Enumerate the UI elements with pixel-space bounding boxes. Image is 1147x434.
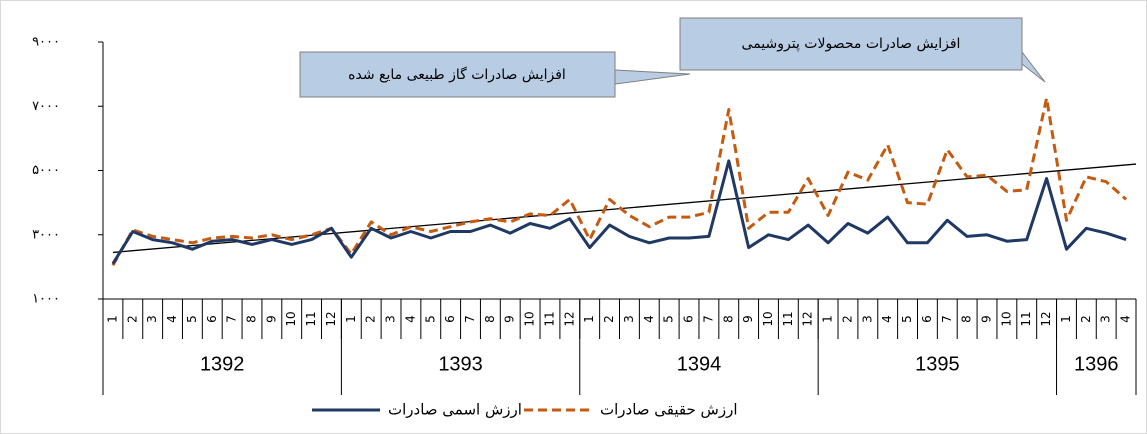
series-line	[111, 159, 1127, 265]
x-tick-label: 12	[562, 311, 576, 326]
legend-label: ارزش حقیقی صادرات	[600, 401, 738, 419]
x-tick-label: 3	[622, 315, 636, 323]
callout-box	[299, 51, 691, 98]
x-tick-label: 12	[801, 311, 815, 326]
x-tick-label: 8	[483, 315, 497, 323]
x-tick-label: 9	[741, 315, 755, 323]
series-line	[111, 96, 1128, 267]
y-tick-label: ۵۰۰۰	[32, 163, 60, 178]
x-tick-label: 9	[264, 315, 278, 323]
x-tick-label: 2	[125, 315, 139, 323]
x-tick-label: 10	[284, 311, 298, 326]
x-tick-label: 12	[1039, 311, 1053, 326]
x-group-label: 1393	[438, 353, 483, 375]
x-tick-label: 6	[920, 315, 934, 323]
x-tick-label: 3	[860, 315, 874, 323]
x-tick-label: 4	[403, 315, 417, 323]
x-tick-label: 4	[165, 315, 179, 323]
x-tick-label: 11	[542, 311, 556, 326]
x-group-label: 1396	[1074, 353, 1119, 375]
x-tick-label: 6	[682, 315, 696, 323]
x-tick-label: 10	[761, 311, 775, 326]
x-tick-label: 7	[225, 315, 239, 323]
annotation: افزایش صادرات گاز طبیعی مایع شده	[348, 66, 566, 83]
y-tick-label: ۳۰۰۰	[32, 227, 60, 242]
x-tick-label: 3	[1099, 315, 1113, 323]
legend-label: ارزش اسمی صادرات	[388, 401, 522, 419]
x-tick-label: 1	[821, 315, 835, 323]
x-tick-label: 2	[1079, 315, 1093, 323]
x-tick-label: 8	[960, 315, 974, 323]
callout-box	[679, 17, 1046, 83]
x-tick-label: 11	[304, 311, 318, 326]
y-tick-label: ۷۰۰۰	[32, 99, 60, 114]
x-group-label: 1395	[915, 353, 960, 375]
x-tick-label: 11	[1019, 311, 1033, 326]
x-tick-label: 8	[721, 315, 735, 323]
x-tick-label: 2	[840, 315, 854, 323]
x-tick-label: 6	[205, 315, 219, 323]
x-group-label: 1392	[200, 353, 245, 375]
x-tick-label: 9	[503, 315, 517, 323]
x-tick-label: 7	[463, 315, 477, 323]
x-tick-label: 1	[105, 315, 119, 323]
x-tick-label: 10	[999, 311, 1013, 326]
x-tick-label: 10	[523, 311, 537, 326]
x-tick-label: 5	[423, 315, 437, 323]
x-tick-label: 2	[364, 315, 378, 323]
x-tick-label: 5	[662, 315, 676, 323]
x-group-label: 1394	[677, 353, 722, 375]
annotation: افزایش صادرات محصولات پتروشیمی	[742, 36, 961, 52]
y-tick-label: ۱۰۰۰	[32, 292, 60, 307]
x-tick-label: 1	[1059, 315, 1073, 323]
x-tick-label: 2	[602, 315, 616, 323]
x-tick-label: 4	[1119, 315, 1133, 323]
x-tick-label: 11	[781, 311, 795, 326]
trendline	[112, 163, 1137, 254]
x-tick-label: 1	[344, 315, 358, 323]
x-tick-label: 3	[384, 315, 398, 323]
x-tick-label: 4	[880, 315, 894, 323]
x-tick-label: 5	[185, 315, 199, 323]
x-tick-label: 5	[900, 315, 914, 323]
y-tick-label: ۹۰۰۰	[32, 35, 60, 50]
x-tick-label: 6	[443, 315, 457, 323]
x-tick-label: 7	[940, 315, 954, 323]
x-tick-label: 7	[701, 315, 715, 323]
x-tick-label: 1	[582, 315, 596, 323]
x-tick-label: 9	[980, 315, 994, 323]
x-tick-label: 3	[145, 315, 159, 323]
x-tick-label: 12	[324, 311, 338, 326]
x-tick-label: 8	[244, 315, 258, 323]
x-tick-label: 4	[642, 315, 656, 323]
